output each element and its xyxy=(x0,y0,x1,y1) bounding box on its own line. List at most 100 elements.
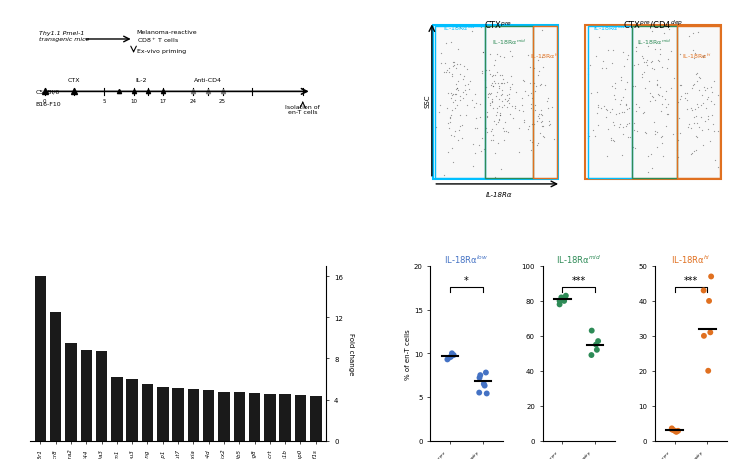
Point xyxy=(601,153,613,160)
Point xyxy=(636,75,648,82)
Text: B16-F10: B16-F10 xyxy=(36,102,62,107)
Point xyxy=(543,123,555,130)
Point xyxy=(544,121,556,128)
Y-axis label: % of en-T cells: % of en-T cells xyxy=(405,328,411,379)
Point xyxy=(518,117,530,124)
Text: 10: 10 xyxy=(130,99,137,104)
Point xyxy=(697,100,709,107)
Point xyxy=(698,52,710,59)
Bar xyxy=(435,27,485,179)
Point xyxy=(693,123,705,131)
Bar xyxy=(142,384,153,441)
Point xyxy=(657,93,669,101)
Point xyxy=(640,62,652,70)
Point xyxy=(686,85,697,93)
Point xyxy=(480,84,492,92)
Point xyxy=(505,53,517,61)
Point xyxy=(596,66,608,73)
Point xyxy=(654,46,666,54)
Point xyxy=(548,136,560,144)
Point xyxy=(642,153,654,161)
Point xyxy=(531,118,543,125)
Point xyxy=(440,40,452,48)
Point xyxy=(454,112,466,119)
Point xyxy=(489,80,501,88)
Point xyxy=(582,135,594,142)
Point xyxy=(672,427,684,435)
Point xyxy=(640,57,652,65)
Point xyxy=(691,147,703,154)
Point xyxy=(648,67,660,74)
Point xyxy=(503,100,515,107)
Point xyxy=(477,49,489,56)
Point xyxy=(481,390,493,397)
Point xyxy=(620,123,631,131)
Point xyxy=(602,126,614,134)
Bar xyxy=(234,392,245,441)
Point xyxy=(496,72,508,79)
Point xyxy=(455,97,467,105)
Point xyxy=(487,83,499,90)
Point xyxy=(528,121,540,128)
Point xyxy=(616,109,628,117)
Point xyxy=(582,65,594,72)
Point xyxy=(471,125,483,132)
Point xyxy=(620,102,632,109)
Point xyxy=(696,92,708,100)
Point xyxy=(500,128,512,135)
Point xyxy=(502,92,513,99)
Point xyxy=(452,88,464,95)
Point xyxy=(516,95,528,103)
Point xyxy=(491,51,503,59)
Point xyxy=(484,91,496,98)
Point xyxy=(655,24,667,31)
Point xyxy=(589,134,601,141)
Point xyxy=(533,111,545,118)
Point xyxy=(649,46,661,53)
Point xyxy=(513,107,525,115)
Point xyxy=(435,50,447,58)
Point xyxy=(701,85,713,92)
Point xyxy=(504,86,516,94)
Point xyxy=(537,123,549,131)
Point xyxy=(490,121,502,129)
Point xyxy=(483,90,495,97)
Point xyxy=(619,109,631,116)
Point xyxy=(706,89,718,96)
Point xyxy=(698,332,710,340)
Text: IL-18Rα$^{low}$: IL-18Rα$^{low}$ xyxy=(443,24,477,34)
Point xyxy=(489,72,501,79)
Point xyxy=(486,126,498,133)
Point xyxy=(482,115,493,122)
Point xyxy=(498,128,510,135)
Point xyxy=(692,78,703,86)
Point xyxy=(529,88,541,95)
Point xyxy=(535,111,547,118)
Point xyxy=(447,59,459,67)
Point xyxy=(706,84,718,92)
Point xyxy=(475,149,487,156)
Point xyxy=(608,137,620,145)
Point xyxy=(608,47,620,55)
Bar xyxy=(172,388,184,441)
Point xyxy=(697,53,709,61)
Point xyxy=(490,105,502,112)
Point xyxy=(619,86,631,93)
Point xyxy=(448,63,460,70)
Point xyxy=(698,84,710,92)
Point xyxy=(653,58,665,65)
Bar xyxy=(485,27,533,179)
Point xyxy=(480,125,492,133)
Point xyxy=(447,63,459,71)
Point xyxy=(499,118,511,126)
Point xyxy=(492,119,504,126)
Point xyxy=(488,78,500,85)
Point xyxy=(478,381,490,388)
Point xyxy=(509,103,521,110)
Point xyxy=(447,91,459,99)
Point xyxy=(470,100,482,107)
Point xyxy=(686,105,697,112)
Point xyxy=(487,105,499,112)
Point xyxy=(700,106,712,113)
Point xyxy=(592,123,604,130)
